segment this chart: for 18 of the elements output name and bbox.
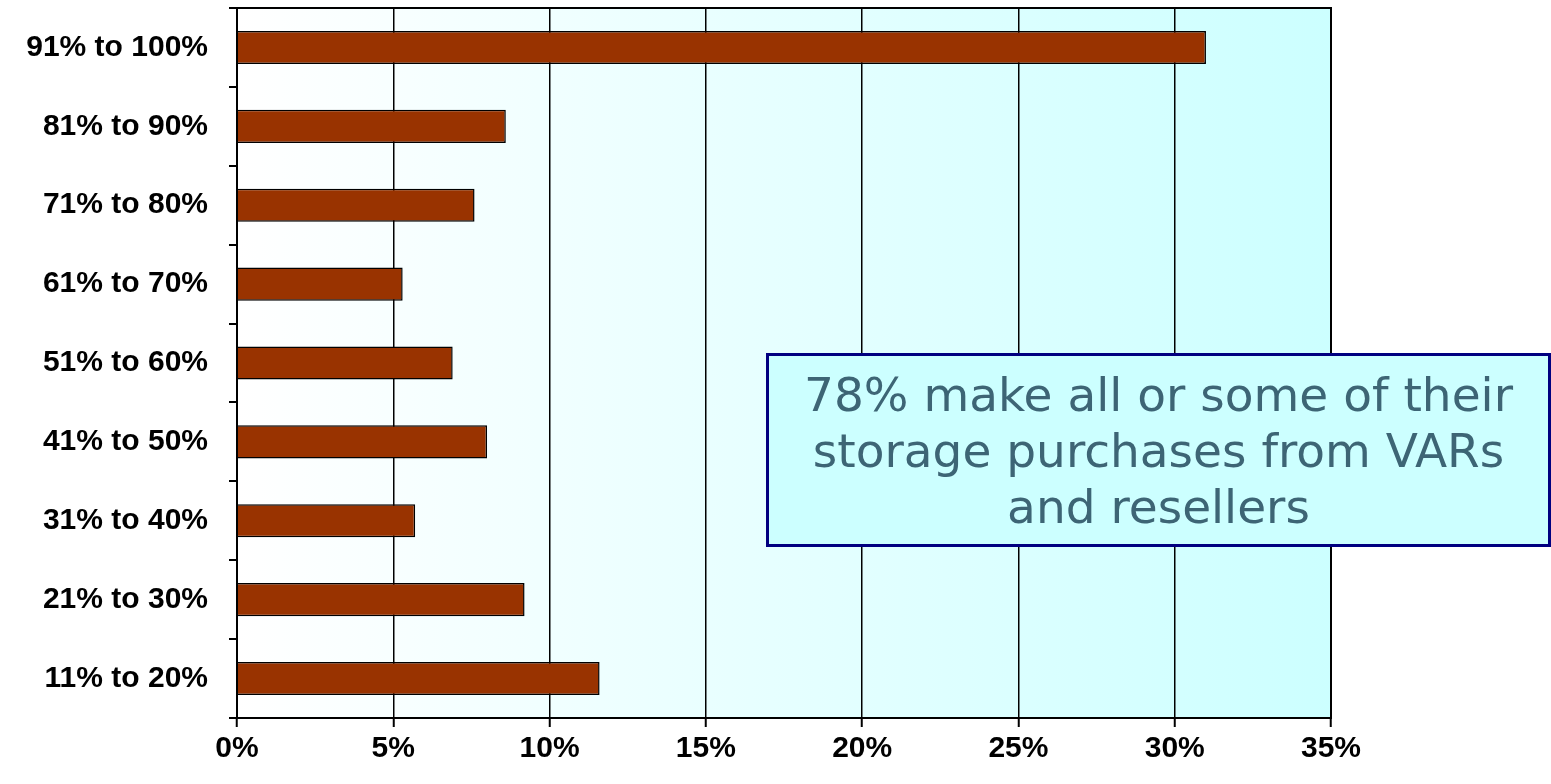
x-tick-label: 25% [988, 730, 1049, 764]
x-tick-label: 20% [832, 730, 893, 764]
x-tick-label: 5% [371, 730, 415, 764]
y-tick-label: 51% to 60% [42, 344, 208, 378]
x-tick-label: 35% [1300, 730, 1362, 764]
y-tick-label: 11% to 20% [44, 659, 208, 693]
annotation: 78% make all or some of their storage purchases from VARs and resellers [766, 353, 1551, 547]
x-tick-label: 30% [1144, 730, 1205, 764]
y-tick-label: 71% to 80% [42, 186, 208, 220]
y-tick-label: 61% to 70% [42, 265, 208, 299]
x-tick-label: 10% [519, 730, 580, 764]
y-tick-label: 81% to 90% [42, 107, 208, 141]
y-tick-label: 41% to 50% [42, 423, 208, 457]
y-tick-label: 31% to 40% [42, 502, 208, 536]
x-tick-label: 0% [215, 730, 259, 764]
y-tick-label: 21% to 30% [42, 580, 208, 614]
x-tick-label: 15% [675, 730, 736, 764]
y-tick-label: 91% to 100% [26, 28, 208, 62]
